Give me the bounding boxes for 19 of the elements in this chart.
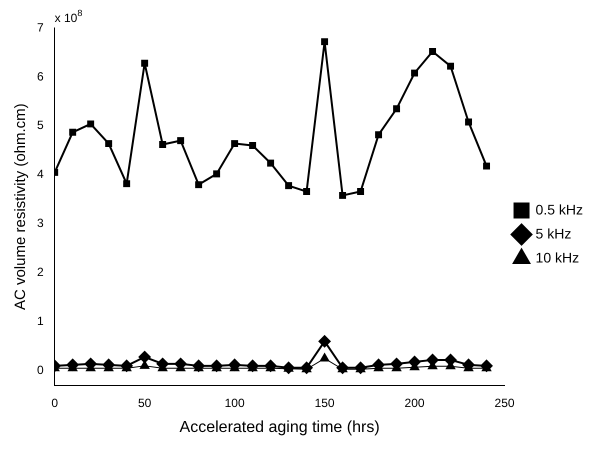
legend-label: 10 kHz <box>536 249 580 266</box>
y-tick-label: 7 <box>36 20 44 34</box>
y-tick-label: 5 <box>36 118 44 132</box>
y-tick-label: 6 <box>36 69 44 84</box>
y-tick-label: 2 <box>36 265 44 280</box>
x-tick-label: 250 <box>494 396 515 410</box>
y-tick-label: 1 <box>36 314 44 328</box>
y-axis-title: AC volume resistivity (ohm.cm) <box>12 103 30 310</box>
x-axis-title: Accelerated aging time (hrs) <box>180 418 380 436</box>
x-tick-label: 150 <box>314 396 335 410</box>
legend-label: 0.5 kHz <box>536 201 584 218</box>
x-tick-label: 50 <box>138 396 152 410</box>
x-tick-label: 0 <box>51 396 58 410</box>
y-tick-label: 0 <box>36 363 44 378</box>
x-tick-label: 200 <box>404 396 425 410</box>
legend-label: 5 kHz <box>536 225 572 242</box>
y-tick-label: 4 <box>36 167 44 182</box>
x-tick-label: 100 <box>224 396 245 410</box>
y-tick-label: 3 <box>36 216 44 230</box>
